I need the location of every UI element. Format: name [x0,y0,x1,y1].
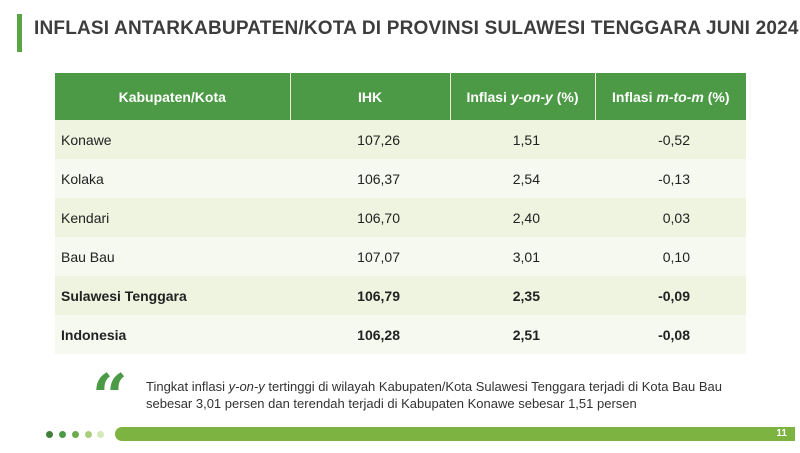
text-part: (%) [552,88,579,105]
title: INFLASI ANTARKABUPATEN/KOTA DI PROVINSI … [34,18,799,39]
table-cell: 1,51 [450,120,595,159]
nav-dot [85,431,92,438]
footer-bar: 11 [115,427,795,441]
table-cell: 2,54 [450,159,595,198]
table-cell: 2,51 [450,315,595,354]
table-cell: 106,70 [290,198,450,237]
text-part: m-to-m [656,88,704,105]
text-part: Tingkat inflasi [146,379,229,394]
header-cell: Inflasi m-to-m (%) [595,73,746,120]
table-cell: Bau Bau [55,237,290,276]
table-cell: 107,26 [290,120,450,159]
nav-dot [72,431,79,438]
header-cell: IHK [290,73,451,120]
table-cell: 106,37 [290,159,450,198]
header-cell: Inflasi y-on-y (%) [450,73,596,120]
table-cell: Konawe [55,120,290,159]
table-cell: -0,09 [595,276,746,315]
table-cell: 3,01 [450,237,595,276]
table-row: Bau Bau 107,07 3,01 0,10 [55,237,746,276]
text-part: y-on-y [228,379,265,394]
table-row: Kendari 106,70 2,40 0,03 [55,198,746,237]
nav-dot [97,431,104,438]
table-cell: 0,10 [595,237,746,276]
quote: Tingkat inflasi y-on-y tertinggi di wila… [146,378,756,412]
table-cell: Sulawesi Tenggara [55,276,290,315]
table-cell: -0,08 [595,315,746,354]
table-cell: 0,03 [595,198,746,237]
nav-dot [46,431,53,438]
text-part: (%) [703,88,730,105]
text-part: Inflasi [466,88,511,105]
table-cell: 2,35 [450,276,595,315]
table-cell: Indonesia [55,315,290,354]
quote-icon: “ [92,360,128,433]
table-cell: Kendari [55,198,290,237]
text-part: y-on-y [510,88,553,105]
table-row: Konawe 107,26 1,51 -0,52 [55,120,746,159]
header-row: Kabupaten/Kota IHK Inflasi y-on-y (%) Infla… [55,73,746,120]
nav-dot [59,431,66,438]
table-cell: -0,52 [595,120,746,159]
text-part: Inflasi [612,88,657,105]
text-part: tertinggi di wilayah Kabupaten/Kota Sula… [146,379,722,411]
table-body: Konawe 107,26 1,51 -0,52 Kolaka 106,37 2,54 -0,… [55,120,746,354]
table-cell: -0,13 [595,159,746,198]
table-cell: 2,40 [450,198,595,237]
table-row: Kolaka 106,37 2,54 -0,13 [55,159,746,198]
page-number: 11 [776,428,787,439]
table-cell: 106,28 [290,315,450,354]
title-accent [17,14,22,52]
table-row: Sulawesi Tenggara 106,79 2,35 -0,09 [55,276,746,315]
table: Kabupaten/Kota IHK Inflasi y-on-y (%) Infla… [55,73,746,354]
table-cell: 107,07 [290,237,450,276]
text-part: IHK [357,88,383,105]
text-part: Kabupaten/Kota [118,88,226,105]
table-row: Indonesia 106,28 2,51 -0,08 [55,315,746,354]
header-cell: Kabupaten/Kota [55,73,291,120]
table-cell: 106,79 [290,276,450,315]
table-cell: Kolaka [55,159,290,198]
